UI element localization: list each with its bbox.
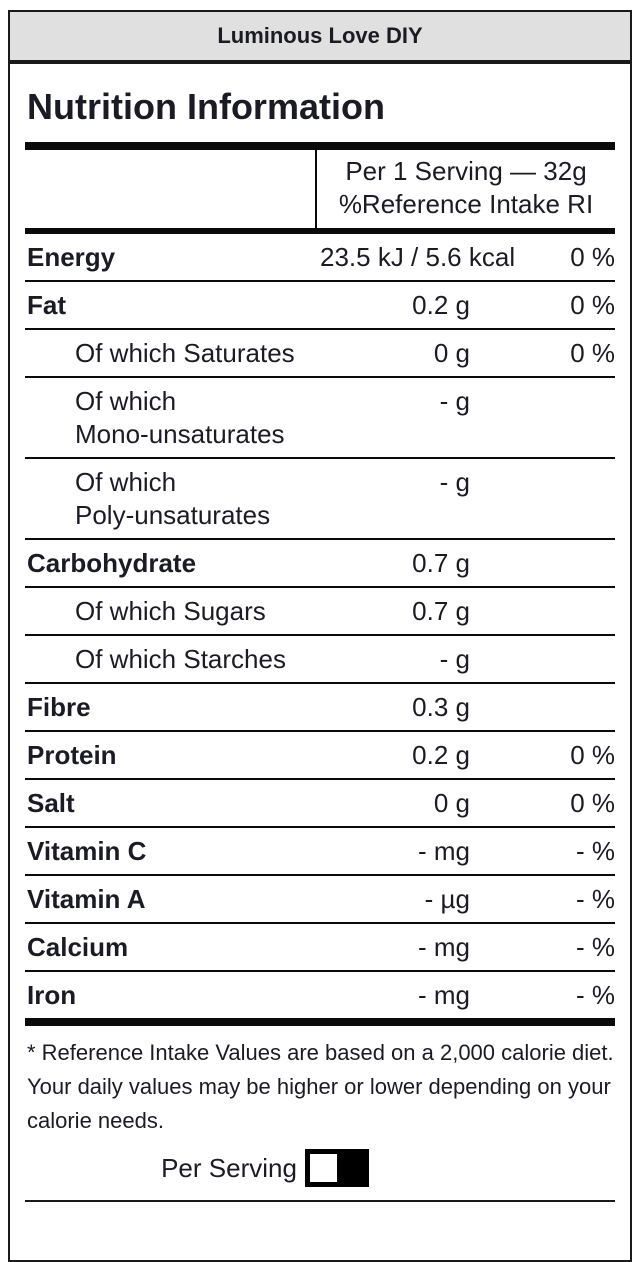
nutrient-value: - g [439,644,470,674]
nutrient-label: Calcium [27,932,129,962]
nutrient-label: Energy [27,242,116,272]
nutrient-row: Protein 0.2 g 0 % [25,730,615,778]
nutrient-value: 0.7 g [412,596,470,626]
nutrition-title: Nutrition Information [27,86,385,127]
nutrient-row: Fat 0.2 g 0 % [25,280,615,328]
per-serving-toggle-row: Per Serving [0,1146,560,1190]
header-serving-line: Per 1 Serving — 32g [345,156,587,186]
nutrient-row: Carbohydrate 0.7 g [25,538,615,586]
nutrient-ri-percent: - % [576,836,615,866]
nutrient-ri-percent: 0 % [570,740,615,770]
nutrient-ri-percent: - % [576,980,615,1010]
header-serving-cell: Per 1 Serving — 32g %Reference Intake RI [317,150,615,228]
nutrient-label: Carbohydrate [27,548,197,578]
nutrient-ri-percent: - % [576,932,615,962]
header-spacer-cell [25,150,317,228]
nutrient-row: Of which Poly-unsaturates - g [25,457,615,538]
product-title-bar[interactable]: Luminous Love DIY [8,10,632,62]
nutrient-label: Of which Saturates [75,338,295,368]
nutrient-label: Of which Mono-unsaturates [75,386,285,449]
nutrient-value: - mg [418,932,470,962]
nutrient-label: Vitamin C [27,836,147,866]
nutrient-row: Of which Saturates 0 g 0 % [25,328,615,376]
nutrient-row: Iron - mg - % [25,970,615,1018]
nutrient-value: - mg [418,836,470,866]
nutrient-label: Vitamin A [27,884,146,914]
nutrient-label: Of which Poly-unsaturates [75,467,271,530]
nutrient-label: Iron [27,980,77,1010]
nutrient-row: Energy 23.5 kJ / 5.6 kcal 0 % [25,234,615,280]
reference-intake-footnote: * Reference Intake Values are based on a… [27,1036,615,1138]
table-top-bar [25,142,615,150]
bottom-divider [25,1200,615,1202]
nutrient-label: Protein [27,740,117,770]
nutrient-ri-percent: 0 % [570,788,615,818]
nutrient-value: 0.7 g [412,548,470,578]
table-header-row: Per 1 Serving — 32g %Reference Intake RI [25,150,615,228]
footnote-line: Your daily values may be higher or lower… [27,1074,611,1099]
nutrient-row: Fibre 0.3 g [25,682,615,730]
nutrient-value: 0 g [433,788,470,818]
footnote-line: calorie needs. [27,1108,164,1133]
nutrient-value: - µg [424,884,470,914]
nutrient-value: - g [439,386,470,416]
toggle-knob [309,1154,337,1182]
nutrient-ri-percent: 0 % [570,290,615,320]
footnote-line: * Reference Intake Values are based on a… [27,1040,614,1065]
nutrient-value: 0.2 g [412,290,470,320]
nutrition-label-panel: Nutrition Information Per 1 Serving — 32… [8,62,632,1262]
nutrient-value: 0.2 g [412,740,470,770]
per-serving-toggle[interactable] [304,1149,369,1187]
header-ri-line: %Reference Intake RI [338,189,594,219]
product-title: Luminous Love DIY [217,23,423,48]
nutrient-row: Calcium - mg - % [25,922,615,970]
nutrient-label: Fat [27,290,66,320]
nutrient-label: Fibre [27,692,91,722]
nutrient-label: Salt [27,788,75,818]
table-bottom-bar [25,1018,615,1026]
nutrient-value: 0.3 g [412,692,470,722]
nutrient-label: Of which Sugars [75,596,266,626]
nutrient-value: - mg [418,980,470,1010]
nutrient-label: Of which Starches [75,644,286,674]
nutrient-row: Salt 0 g 0 % [25,778,615,826]
header-bottom-bar [25,228,615,234]
nutrient-ri-percent: 0 % [570,338,615,368]
nutrient-row: Of which Sugars 0.7 g [25,586,615,634]
nutrient-value: - g [439,467,470,497]
nutrient-row: Of which Starches - g [25,634,615,682]
per-serving-toggle-label: Per Serving [161,1152,297,1183]
nutrient-value: 0 g [433,338,470,368]
nutrient-value: 23.5 kJ / 5.6 kcal [320,242,516,272]
nutrient-row: Vitamin A - µg - % [25,874,615,922]
nutrient-ri-percent: 0 % [570,242,615,272]
nutrient-ri-percent: - % [576,884,615,914]
nutrient-row: Of which Mono-unsaturates - g [25,376,615,457]
nutrient-row: Vitamin C - mg - % [25,826,615,874]
